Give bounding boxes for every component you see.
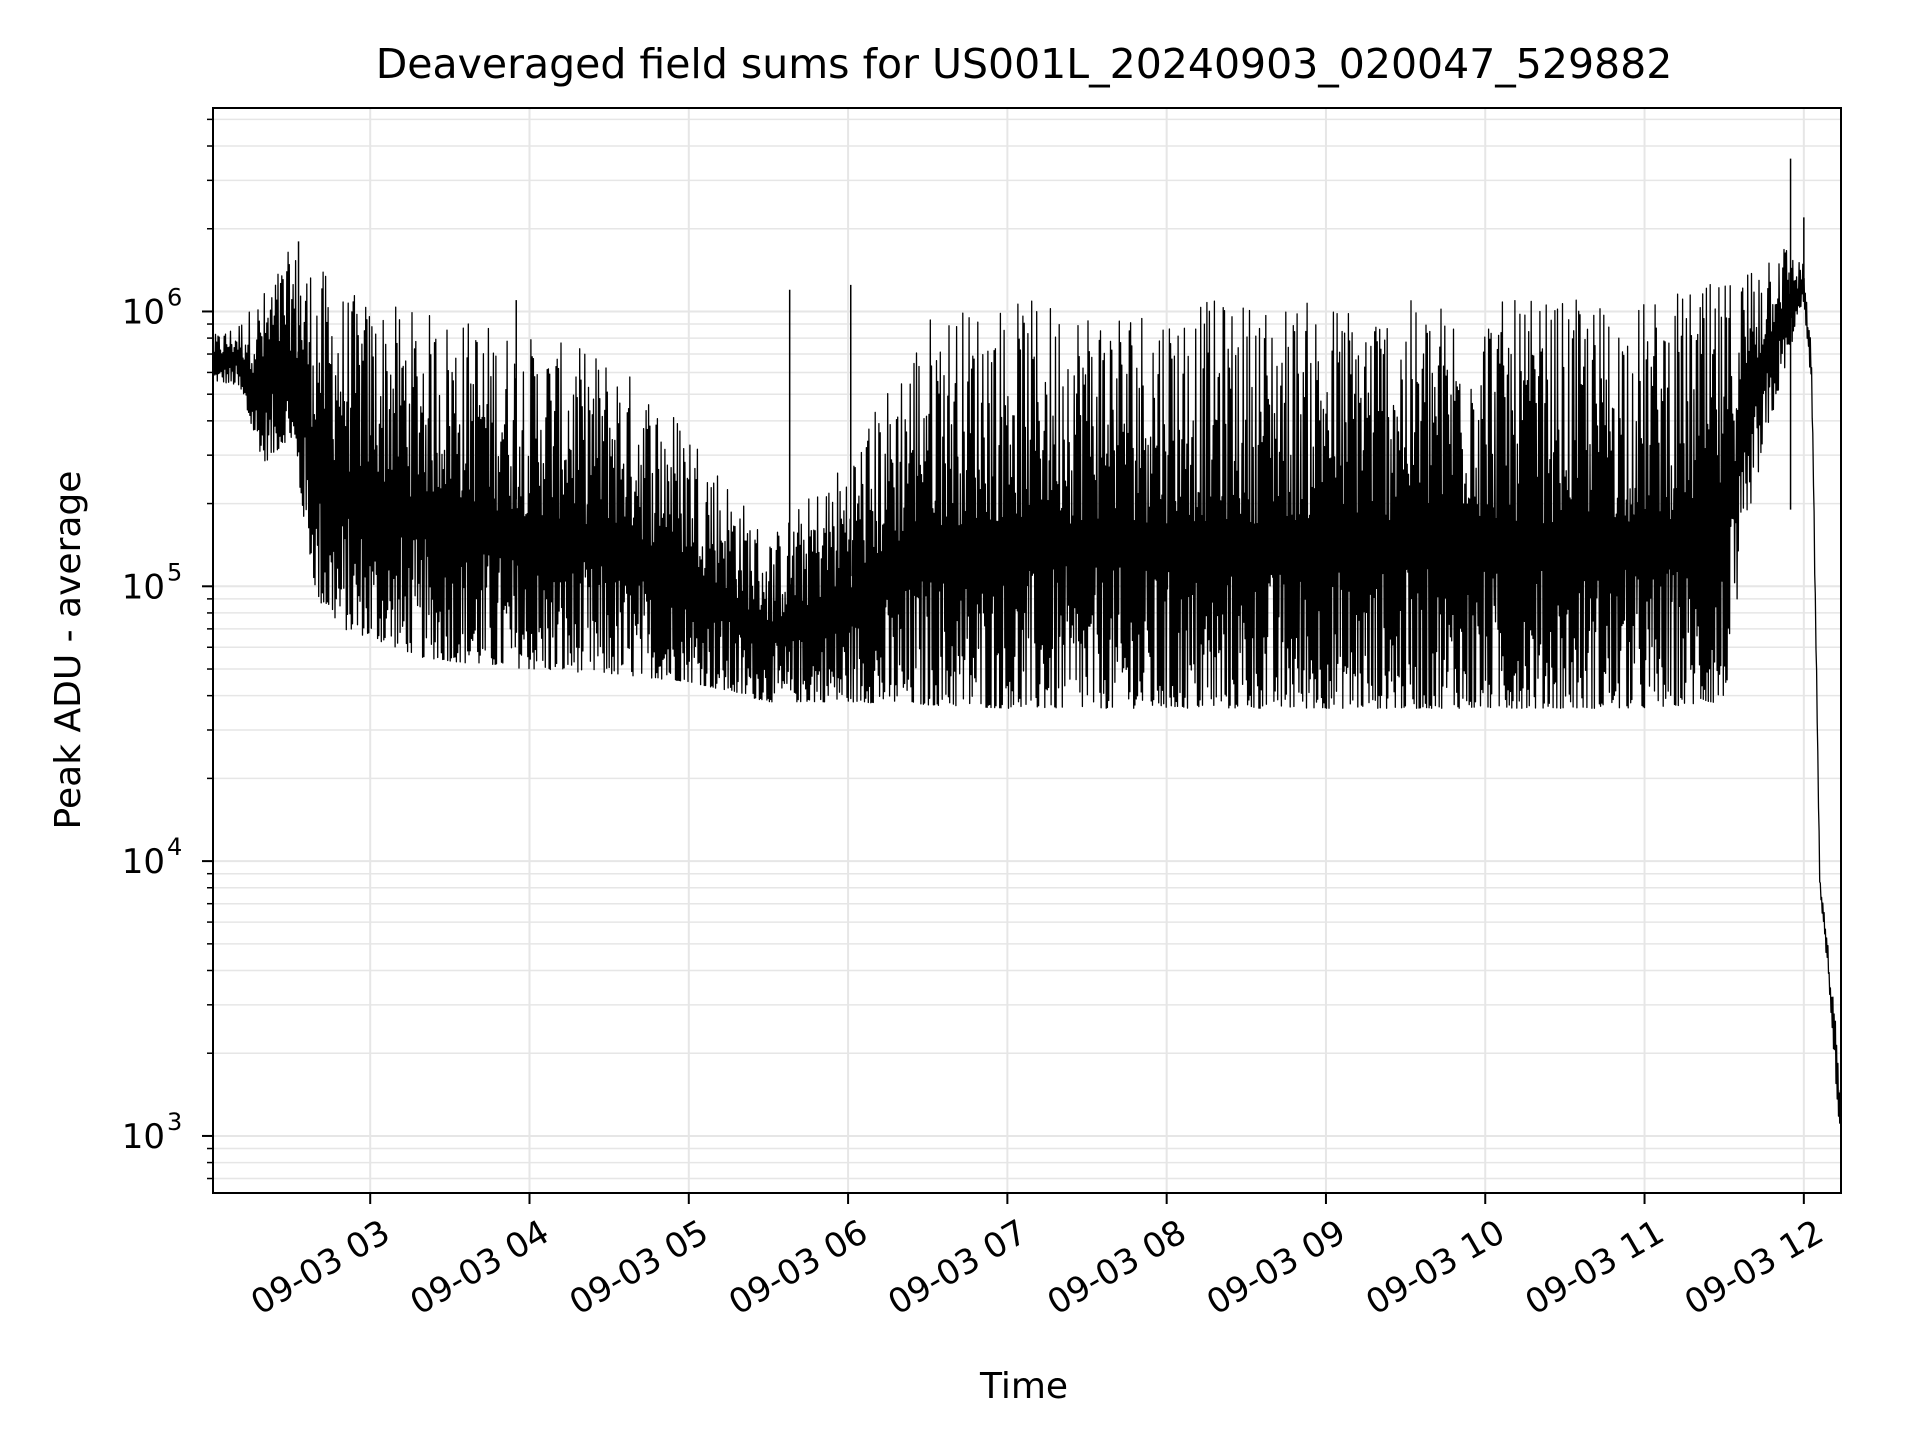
- plot-frame: [212, 107, 1842, 1194]
- chart-title: Deaveraged field sums for US001L_2024090…: [376, 40, 1673, 88]
- y-axis-label: Peak ADU - average: [48, 471, 89, 830]
- y-tick-label: 10: [122, 842, 165, 882]
- series-line: [212, 158, 1842, 1147]
- y-tick-exponent: 6: [167, 283, 182, 311]
- y-tick-label: 10: [122, 1117, 165, 1157]
- y-tick-label: 10: [122, 292, 165, 332]
- y-tick-exponent: 3: [167, 1108, 182, 1136]
- series-trace: [212, 248, 1842, 1147]
- y-tick-exponent: 5: [167, 558, 182, 586]
- x-axis-label: Time: [979, 1366, 1068, 1407]
- y-tick-label: 10: [122, 567, 165, 607]
- y-tick-exponent: 4: [167, 833, 182, 861]
